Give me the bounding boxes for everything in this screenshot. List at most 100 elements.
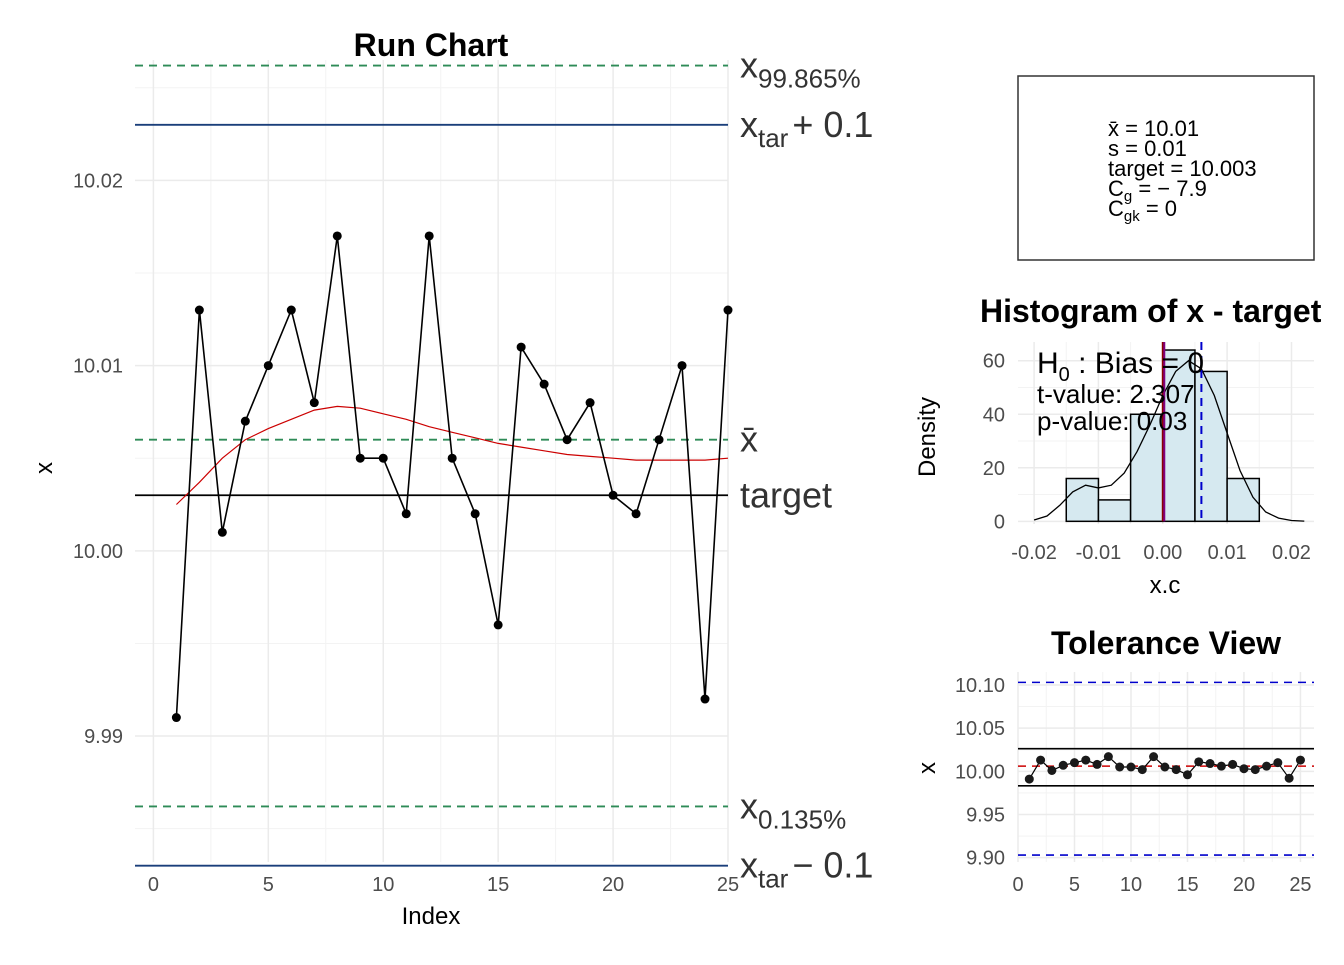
- run-data-point: [332, 231, 342, 241]
- stats-box-frame: [1017, 75, 1315, 261]
- run-reference-label: x99.865%: [740, 45, 861, 94]
- run-x-tick-label: 0: [148, 874, 159, 896]
- tolerance-data-point: [1069, 758, 1079, 768]
- hist-y-tick-label: 20: [983, 458, 1005, 480]
- tolerance-data-point: [1137, 765, 1147, 775]
- tolerance-data-point: [1228, 759, 1238, 769]
- tolerance-data-point: [1149, 752, 1159, 762]
- tol-x-tick-label: 10: [1120, 874, 1142, 896]
- tol-y-tick-label: 9.90: [966, 848, 1005, 870]
- reference-label-tail: + 0.1: [792, 104, 873, 145]
- stats-line: x̄ = 10.01: [1108, 116, 1199, 141]
- run-x-tick-label: 25: [717, 874, 739, 896]
- run-data-point: [585, 398, 595, 408]
- run-data-point: [240, 416, 250, 426]
- stats-line-rest: = 0: [1140, 196, 1177, 221]
- run-data-point: [401, 509, 411, 519]
- tolerance-data-point: [1171, 765, 1181, 775]
- reference-label-main: target: [740, 474, 832, 515]
- run-data-point: [286, 305, 296, 315]
- histogram-title: Histogram of x - target: [980, 293, 1322, 329]
- reference-label-sub: 0.135%: [758, 804, 846, 834]
- run-data-point: [562, 435, 572, 445]
- histogram-density-line: [1033, 359, 1305, 522]
- tol-x-tick-label: 15: [1176, 874, 1198, 896]
- tolerance-series: [1024, 752, 1305, 784]
- run-y-tick-label: 10.02: [73, 170, 123, 192]
- stats-line-rest: = − 7.9: [1132, 176, 1207, 201]
- tolerance-data-point: [1103, 752, 1113, 762]
- run-chart-x-ticks: 0 5 10 15 20 25: [148, 874, 739, 896]
- h0-sub: 0: [1059, 364, 1070, 386]
- histogram-chart: -0.02 -0.01 0.00 0.01 0.02 0 20 40 60 Histogram…: [914, 293, 1322, 599]
- tolerance-data-point: [1047, 765, 1057, 775]
- tolerance-data-point: [1295, 755, 1305, 765]
- stats-line-main: target: [1108, 156, 1164, 181]
- histogram-vertical-lines: [1161, 342, 1203, 522]
- run-data-point: [171, 713, 181, 723]
- tolerance-data-point: [1273, 758, 1283, 768]
- run-data-point: [355, 453, 365, 463]
- tolerance-data-point: [1024, 774, 1034, 784]
- reference-label-sub: tar: [758, 123, 789, 153]
- run-chart-smooth-curve: [175, 405, 729, 505]
- stats-line-rest: = 10.003: [1164, 156, 1256, 181]
- run-data-point: [217, 527, 227, 537]
- run-chart-xlabel: Index: [402, 903, 461, 930]
- run-data-point: [654, 435, 664, 445]
- tol-y-tick-label: 9.95: [966, 805, 1005, 827]
- reference-label-tail: − 0.1: [792, 845, 873, 886]
- reference-label-main: x: [740, 785, 758, 826]
- reference-label-main: x̄: [740, 419, 758, 460]
- run-data-point: [539, 379, 549, 389]
- tol-y-tick-label: 10.10: [955, 675, 1005, 697]
- tolerance-data-point: [1058, 760, 1068, 770]
- tolerance-data-point: [1081, 755, 1091, 765]
- stats-line-sub: g: [1124, 188, 1132, 205]
- run-data-point: [723, 305, 733, 315]
- tolerance-data-point: [1126, 762, 1136, 772]
- tolerance-data-point: [1239, 764, 1249, 774]
- tolerance-data-point: [1115, 762, 1125, 772]
- run-data-point: [677, 361, 687, 371]
- run-reference-label: target: [740, 474, 832, 515]
- hist-x-tick-label: 0.02: [1272, 542, 1311, 564]
- stats-line-main: x̄: [1108, 116, 1119, 141]
- run-chart-y-ticks: 9.99 10.00 10.01 10.02: [73, 170, 123, 748]
- tol-x-tick-label: 5: [1069, 874, 1080, 896]
- run-y-tick-label: 10.01: [73, 356, 123, 378]
- reference-label-main: x: [740, 45, 758, 86]
- run-data-point: [470, 509, 480, 519]
- run-x-tick-label: 5: [263, 874, 274, 896]
- histogram-bar: [1065, 477, 1100, 523]
- tolerance-data-point: [1205, 759, 1215, 769]
- run-data-point: [194, 305, 204, 315]
- histogram-y-ticks: 0 20 40 60: [983, 351, 1005, 534]
- stats-line-main: s: [1108, 136, 1119, 161]
- tolerance-title: Tolerance View: [1051, 625, 1281, 661]
- tol-x-tick-label: 20: [1233, 874, 1255, 896]
- run-data-point: [700, 694, 710, 704]
- stats-line: Cgk = 0: [1108, 196, 1177, 225]
- tolerance-data-point: [1182, 770, 1192, 780]
- reference-label-sub: tar: [758, 864, 789, 894]
- hist-y-tick-label: 0: [994, 511, 1005, 533]
- run-data-point: [263, 361, 273, 371]
- tolerance-data-point: [1160, 762, 1170, 772]
- tolerance-data-point: [1262, 761, 1272, 771]
- hist-x-tick-label: -0.02: [1011, 542, 1057, 564]
- stats-line-main: C: [1108, 176, 1124, 201]
- histogram-x-ticks: -0.02 -0.01 0.00 0.01 0.02: [1011, 542, 1311, 564]
- run-data-point: [608, 490, 618, 500]
- run-data-point: [447, 453, 457, 463]
- run-x-tick-label: 15: [487, 874, 509, 896]
- stats-line: s = 0.01: [1108, 136, 1187, 161]
- run-y-tick-label: 10.00: [73, 541, 123, 563]
- run-chart-ylabel: x: [31, 462, 58, 474]
- tolerance-x-ticks: 0 5 10 15 20 25: [1012, 874, 1311, 896]
- run-x-tick-label: 10: [372, 874, 394, 896]
